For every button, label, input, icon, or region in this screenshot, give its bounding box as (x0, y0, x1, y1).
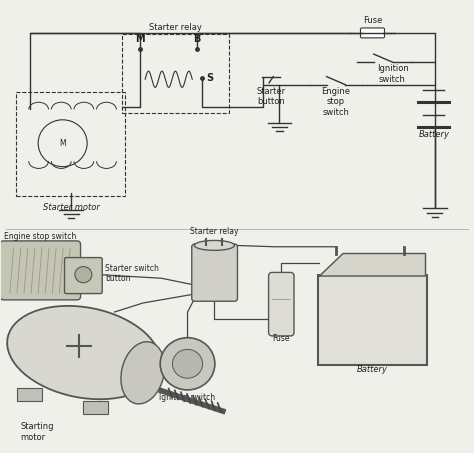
FancyBboxPatch shape (64, 258, 102, 294)
FancyBboxPatch shape (269, 272, 294, 336)
Text: Starter relay: Starter relay (149, 23, 202, 32)
FancyBboxPatch shape (192, 244, 237, 301)
Text: Starter relay: Starter relay (190, 227, 238, 236)
Text: B: B (193, 34, 201, 44)
Text: Starter motor: Starter motor (43, 202, 100, 212)
FancyBboxPatch shape (360, 28, 384, 38)
Ellipse shape (7, 306, 161, 399)
Text: Battery: Battery (419, 130, 449, 139)
Text: M: M (136, 34, 145, 44)
Text: Starter switch
button: Starter switch button (105, 264, 159, 284)
Text: Ignition
switch: Ignition switch (377, 64, 409, 84)
Circle shape (173, 349, 202, 378)
Text: Fuse: Fuse (363, 16, 383, 25)
Text: Engine stop switch: Engine stop switch (4, 232, 76, 241)
Text: Ignition switch: Ignition switch (159, 393, 216, 402)
FancyBboxPatch shape (83, 401, 109, 414)
Ellipse shape (121, 342, 164, 404)
Text: Fuse: Fuse (273, 334, 290, 342)
Text: M: M (59, 139, 66, 148)
Circle shape (75, 266, 92, 283)
FancyBboxPatch shape (17, 388, 42, 401)
Ellipse shape (194, 241, 235, 251)
Text: Engine
stop
switch: Engine stop switch (321, 87, 350, 117)
FancyBboxPatch shape (318, 275, 427, 365)
Text: S: S (206, 73, 213, 83)
Circle shape (160, 337, 215, 390)
Text: Starter
button: Starter button (257, 87, 286, 106)
Polygon shape (319, 254, 426, 276)
FancyBboxPatch shape (0, 241, 81, 300)
Text: Starting
motor: Starting motor (20, 422, 54, 442)
Text: Battery: Battery (357, 365, 388, 374)
